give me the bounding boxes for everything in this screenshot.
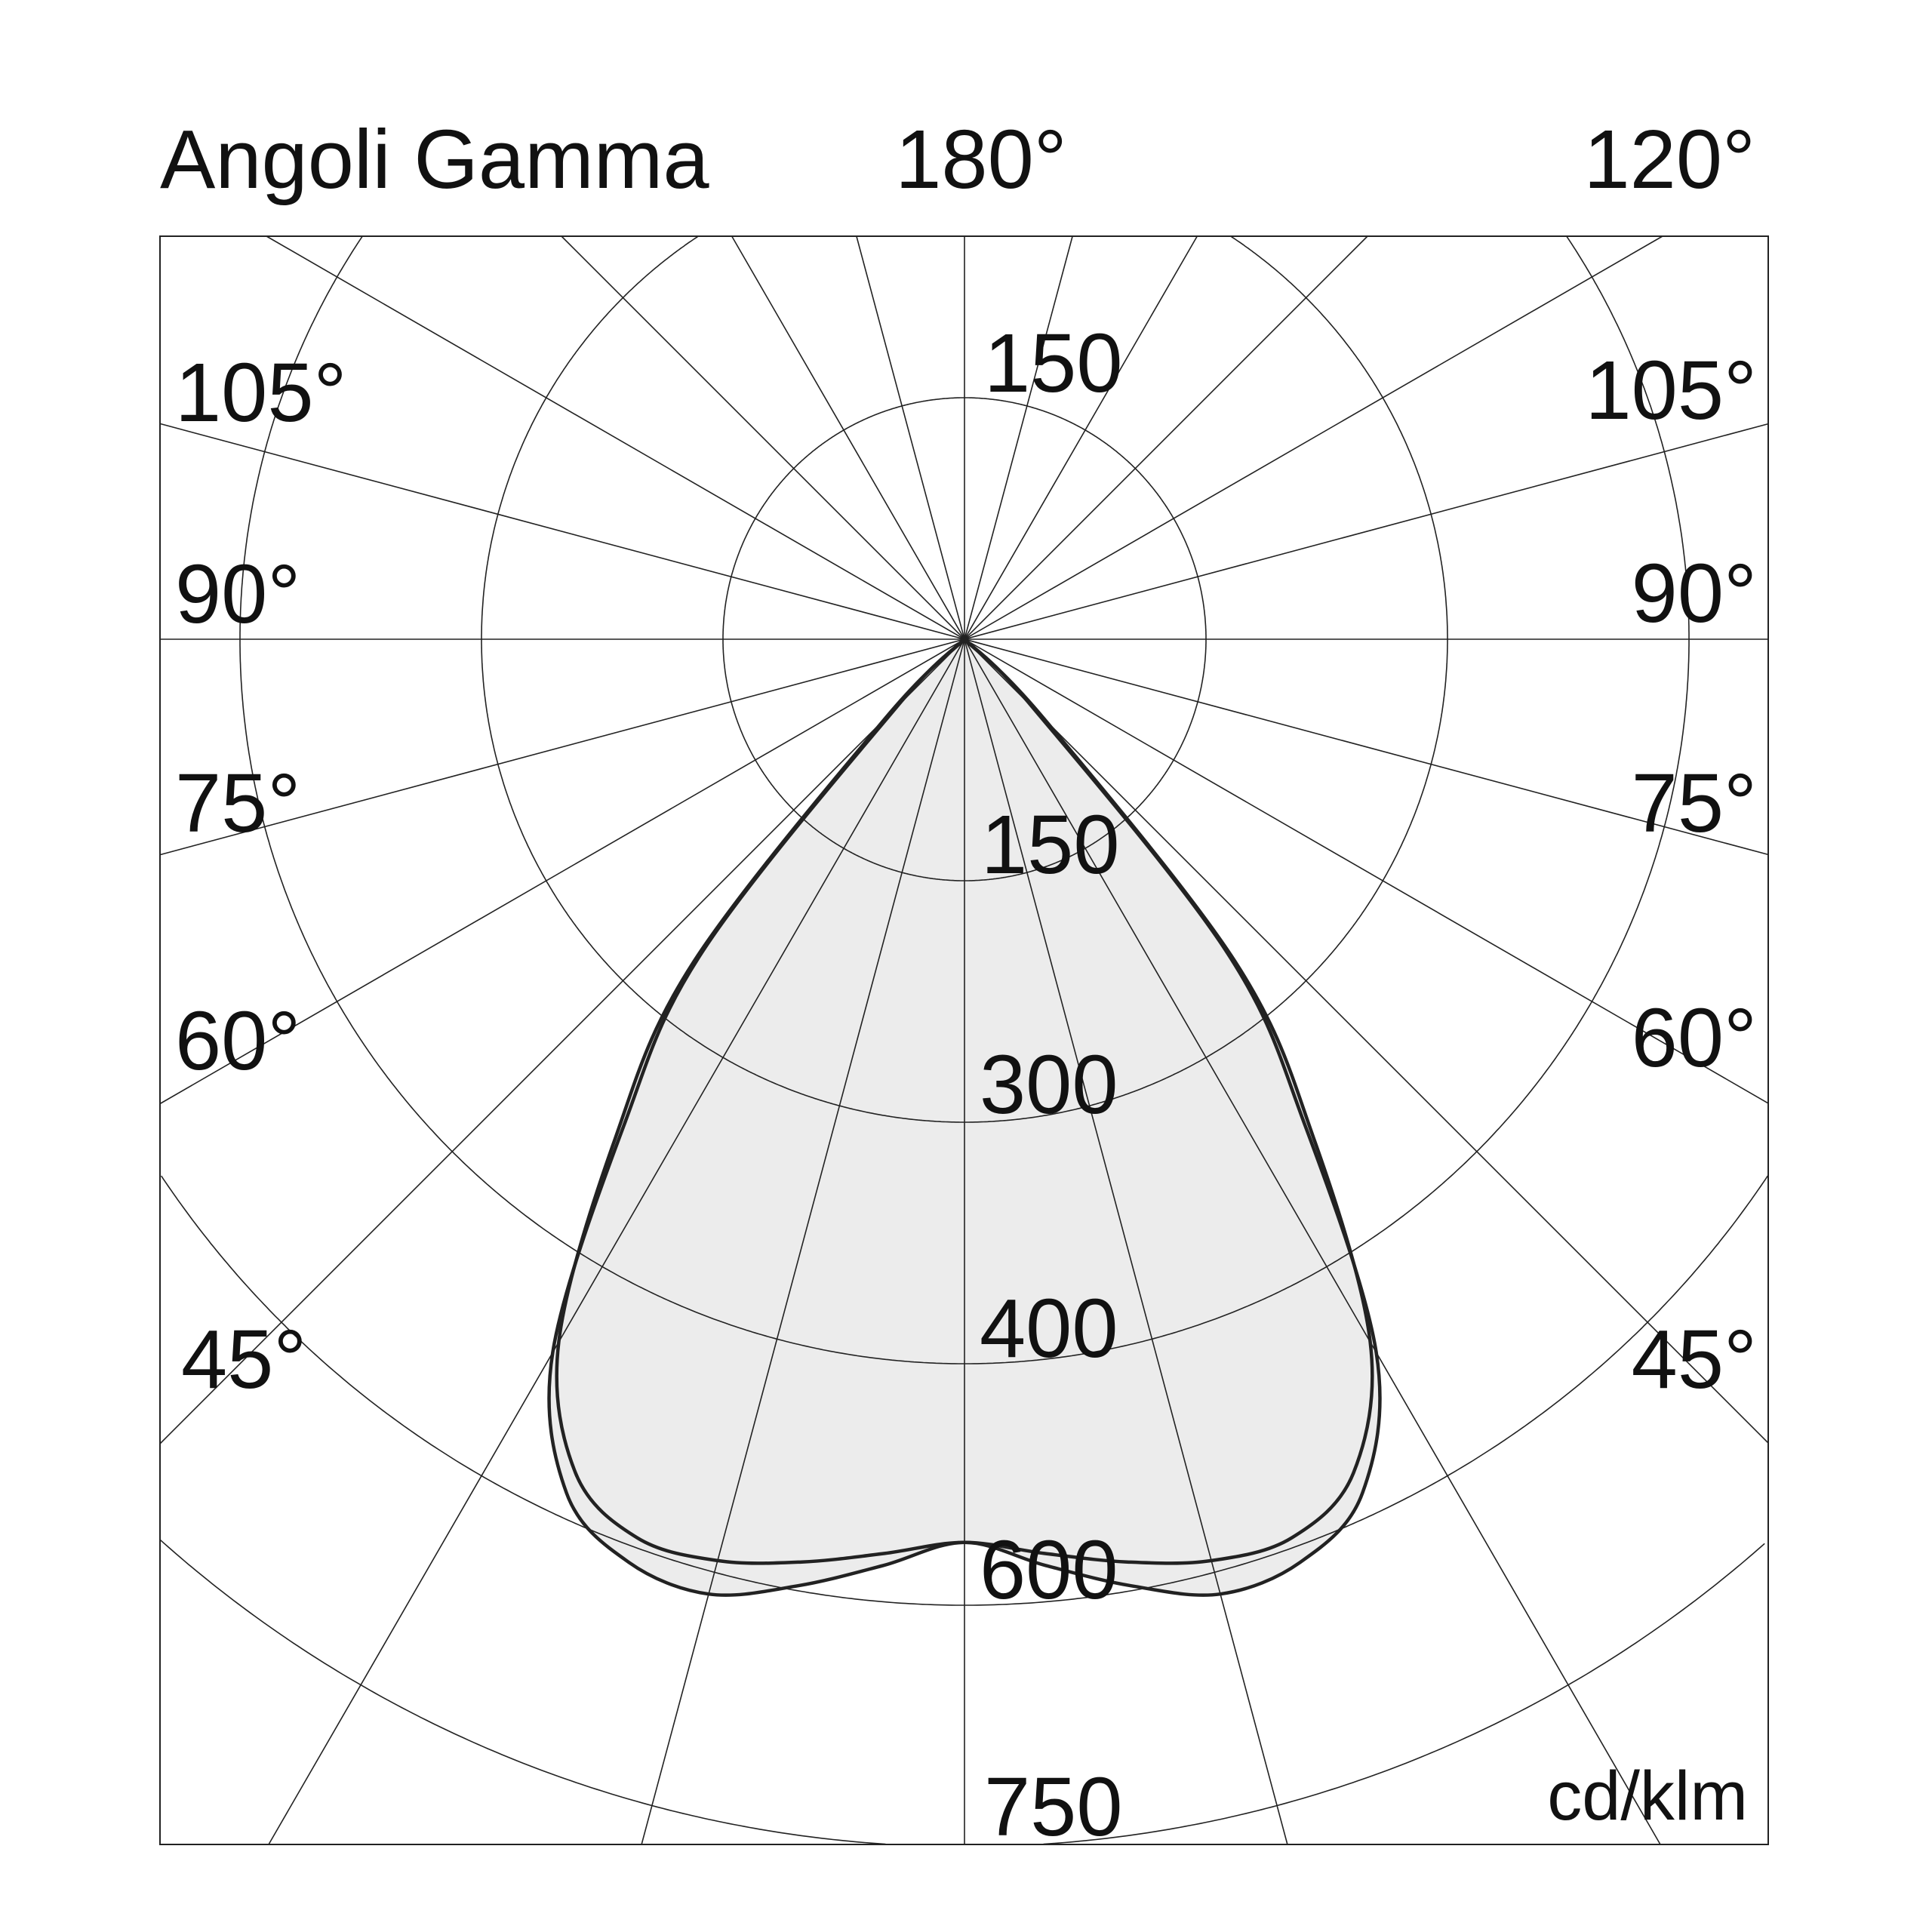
ring-label: 750 (984, 1761, 1123, 1854)
grid-radial-line (266, 235, 1769, 1104)
ring-label: 600 (980, 1524, 1118, 1617)
ring-label-upper: 150 (984, 317, 1123, 410)
ring-label: 150 (981, 798, 1120, 891)
ring-label: 400 (980, 1282, 1118, 1375)
angle-label-right: 75° (1632, 757, 1757, 850)
grid-radial-line (159, 235, 1368, 1444)
grid-radial-line (561, 235, 1769, 1444)
angle-label-right: 60° (1632, 992, 1757, 1084)
chart-title: Angoli Gamma (160, 113, 709, 206)
grid-ring (160, 1540, 1765, 1845)
angle-label-right: 45° (1632, 1313, 1757, 1406)
grid-radial-line (159, 235, 1663, 1105)
grid-ring (239, 236, 1690, 1364)
angle-label-left: 90° (175, 548, 300, 641)
grid-radial-line (731, 235, 1661, 1845)
angle-label-left: 60° (175, 995, 300, 1088)
angle-label-top-right: 120° (1583, 113, 1755, 206)
angle-label-left: 75° (175, 757, 300, 850)
angle-label-top-center: 180° (895, 113, 1067, 206)
ring-label: 300 (980, 1038, 1118, 1131)
grid-ring (481, 235, 1448, 1123)
angle-label-left: 105° (175, 346, 347, 439)
unit-label: cd/klm (1547, 1758, 1748, 1835)
grid-radial-line (641, 235, 1073, 1845)
grid-radial-line (268, 235, 1198, 1845)
angle-label-left: 45° (181, 1313, 306, 1406)
angle-label-right: 105° (1585, 344, 1757, 437)
plot-frame (159, 235, 1769, 1845)
grid-radial-line (856, 235, 1288, 1845)
intensity-curve-1 (555, 637, 1374, 1565)
angle-label-right: 90° (1632, 547, 1757, 640)
